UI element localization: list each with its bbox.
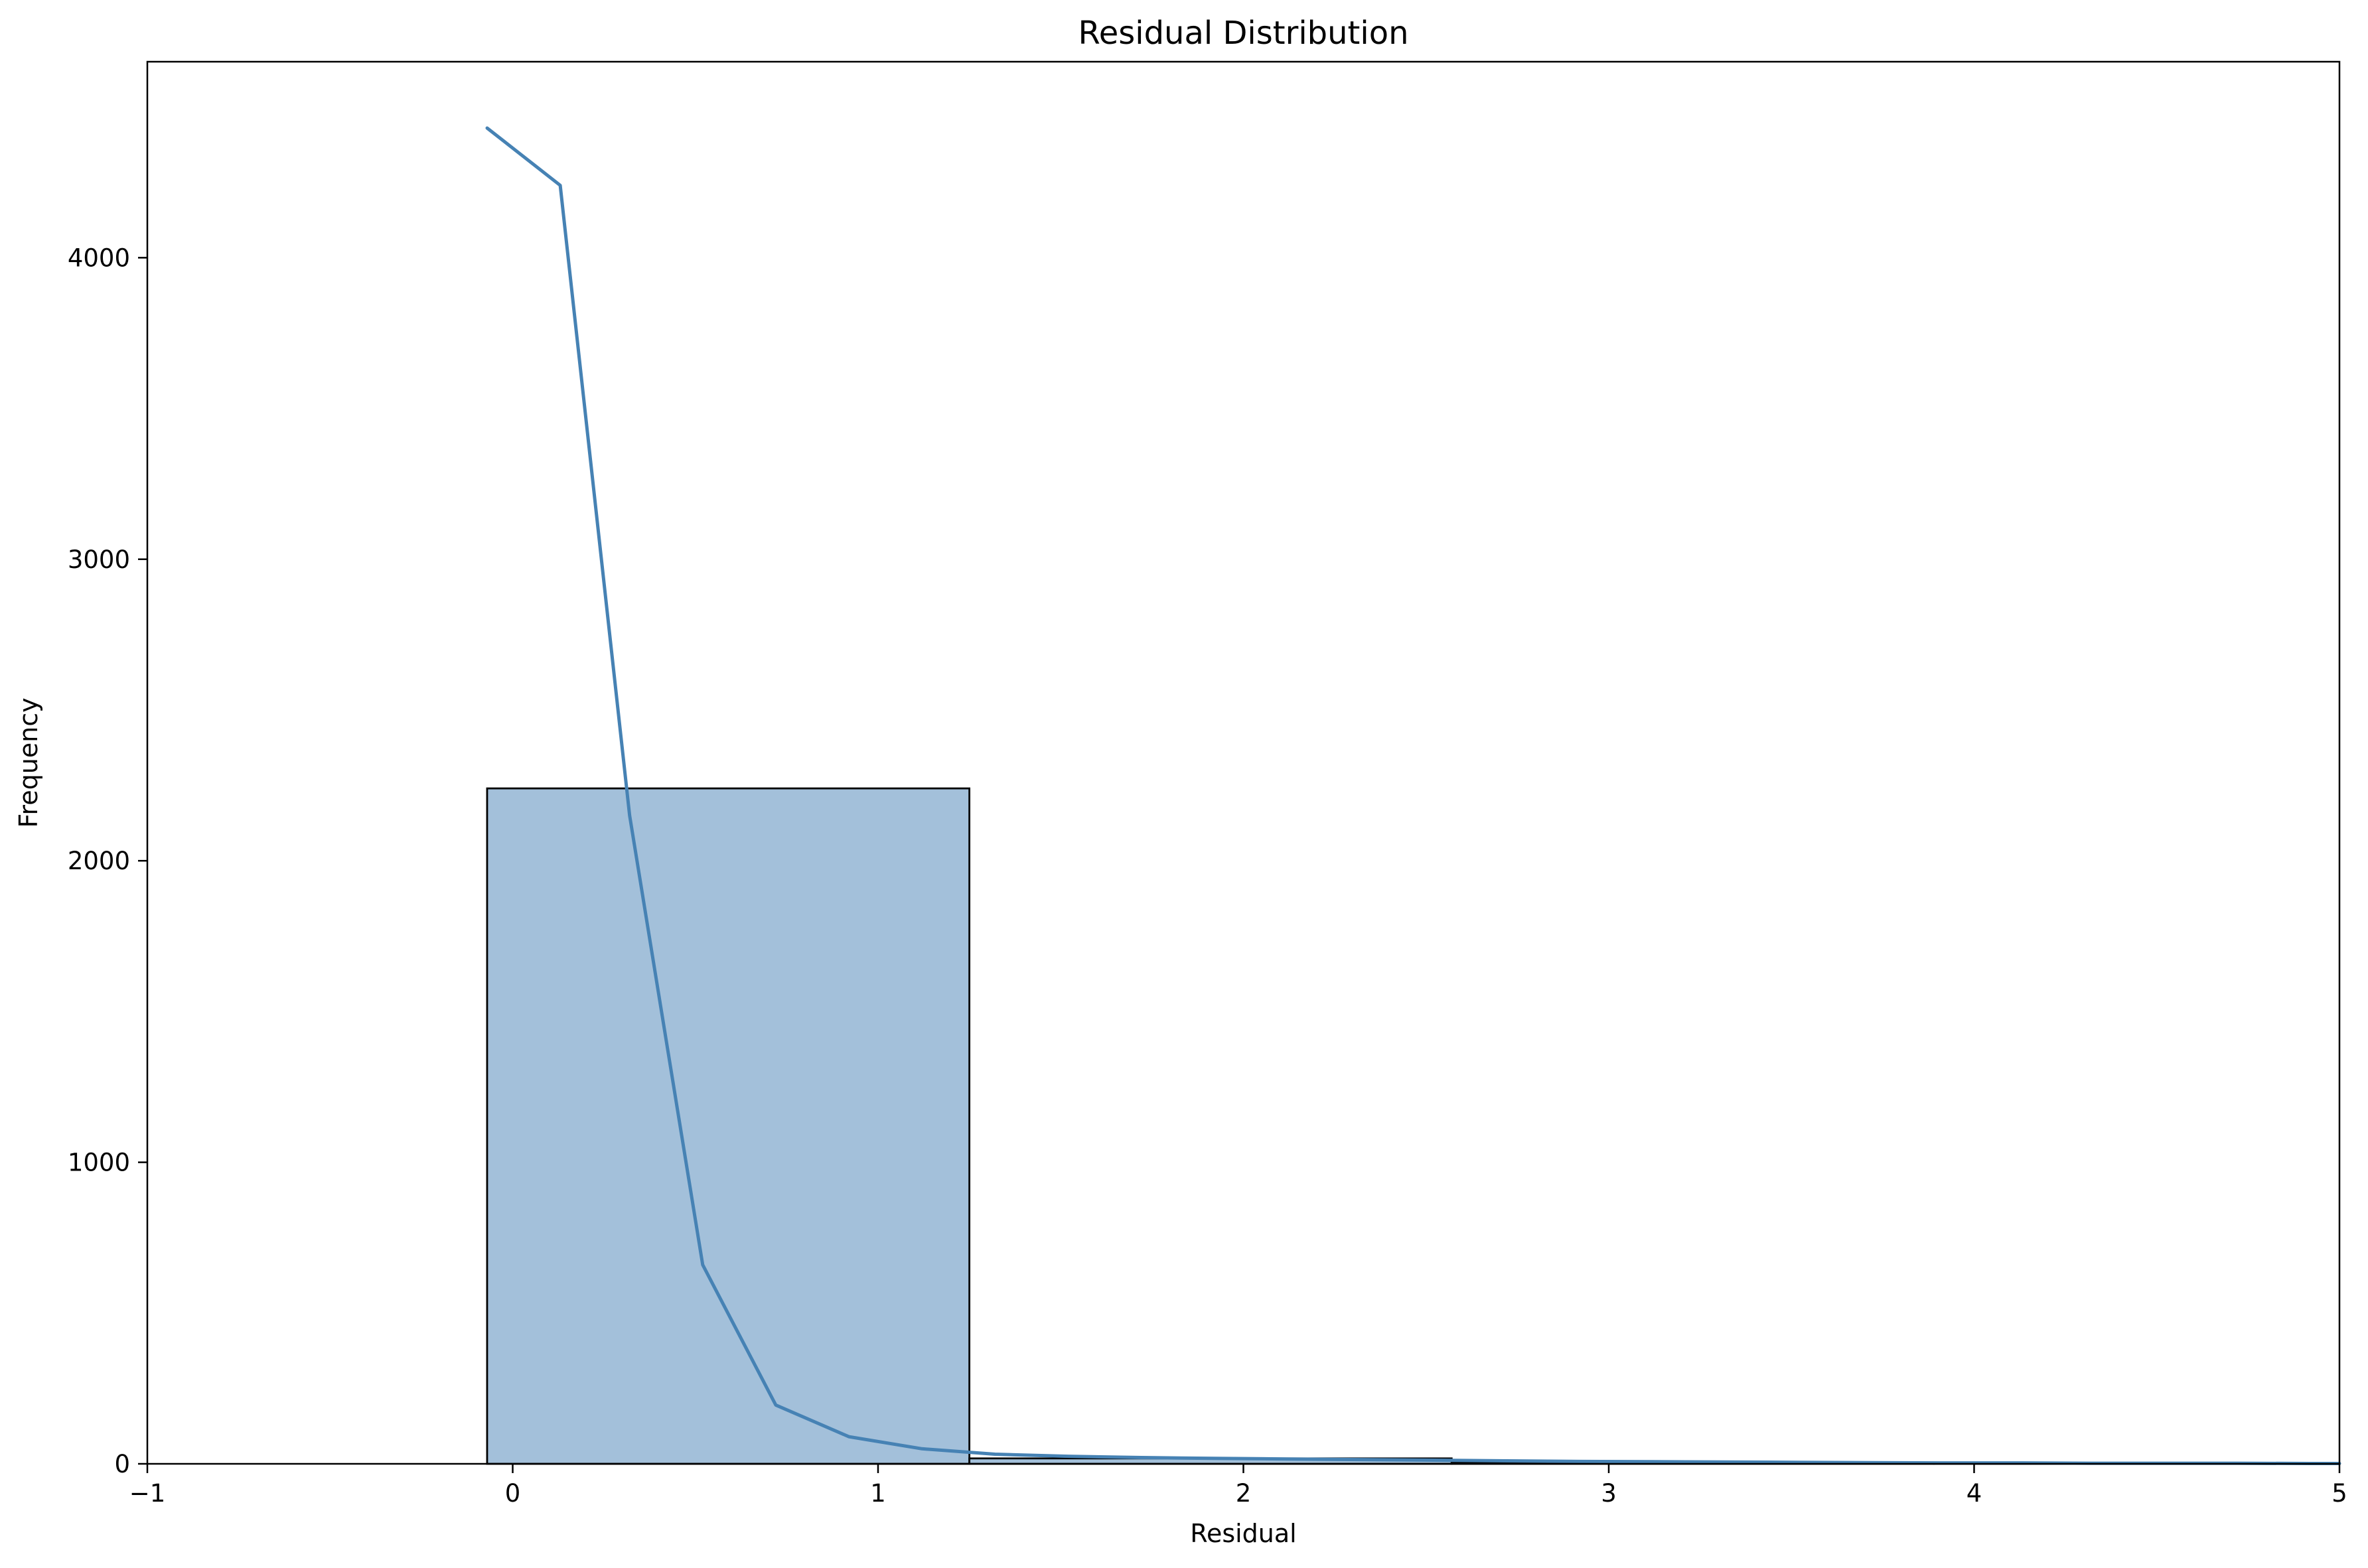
x-axis-label: Residual (1190, 1519, 1296, 1548)
x-tick-label: 1 (870, 1479, 886, 1508)
y-tick-label: 4000 (68, 244, 130, 272)
y-axis-label: Frequency (14, 697, 43, 827)
y-tick-label: 3000 (68, 545, 130, 574)
y-tick-label: 0 (114, 1450, 130, 1478)
x-tick-label: 5 (2331, 1479, 2347, 1508)
x-tick-label: 4 (1966, 1479, 1982, 1508)
histogram-bar-1 (486, 787, 971, 1465)
x-tick-label: 0 (505, 1479, 521, 1508)
x-tick-label: −1 (129, 1479, 166, 1508)
chart-title: Residual Distribution (1078, 15, 1409, 52)
y-tick-label: 1000 (68, 1149, 130, 1177)
histogram-bars (486, 787, 2341, 1465)
x-tick-label: 3 (1601, 1479, 1617, 1508)
axes-frame (146, 60, 2341, 1465)
y-tick-label: 2000 (68, 847, 130, 875)
x-tick-label: 2 (1236, 1479, 1252, 1508)
